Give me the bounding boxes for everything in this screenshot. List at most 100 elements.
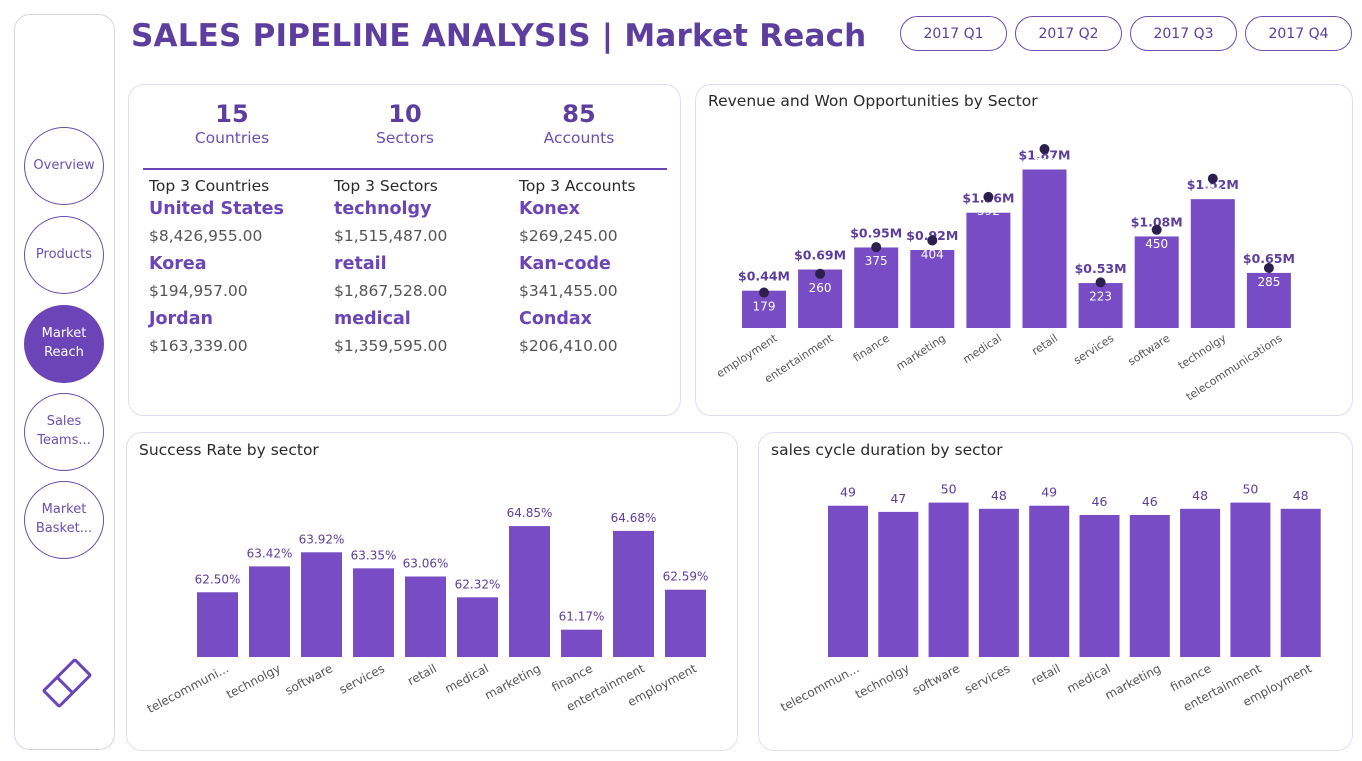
top-heading: Top 3 Sectors: [334, 177, 438, 195]
top-item-value: $8,426,955.00: [149, 227, 263, 245]
success-rate-chart: 62.50% telecommuni... 63.42% technolgy 63.92…: [145, 506, 709, 716]
chart-title: Revenue and Won Opportunities by Sector: [708, 92, 1038, 110]
success-rate-bar: [301, 552, 342, 657]
top-item-value: $269,245.00: [519, 227, 618, 245]
chart-title: sales cycle duration by sector: [771, 441, 1003, 459]
top-item-value: $1,867,528.00: [334, 282, 448, 300]
x-tick-label: technolgy: [853, 661, 912, 701]
nav-label: Market Basket...: [35, 502, 93, 536]
x-tick-label: services: [962, 661, 1012, 696]
top-item-value: $341,455.00: [519, 282, 618, 300]
nav-market-reach-button[interactable]: Market Reach: [24, 305, 104, 383]
kpi-label: Countries: [194, 129, 270, 148]
kpi-accounts: 85 Accounts: [494, 100, 664, 148]
cycle-duration-bar: [1079, 514, 1120, 657]
top-item-value: $163,339.00: [149, 337, 248, 355]
quarter-q1-button[interactable]: 2017 Q1: [900, 16, 1007, 51]
success-rate-bar: [457, 597, 498, 657]
x-tick-label: finance: [851, 331, 892, 364]
success-rate-data-label: 62.50%: [195, 572, 241, 586]
success-rate-data-label: 61.17%: [559, 610, 605, 624]
cycle-data-label: 50: [1242, 482, 1258, 497]
won-data-label: 799: [1033, 156, 1056, 170]
won-data-label: 223: [1089, 289, 1112, 303]
cycle-data-label: 47: [890, 491, 906, 506]
success-rate-bar: [613, 530, 654, 657]
nav-label: Products: [35, 246, 93, 262]
x-tick-label: telecommun...: [778, 661, 861, 714]
kpi-value: 85: [562, 100, 596, 128]
nav-sales-teams-button[interactable]: Sales Teams...: [24, 393, 104, 471]
quarter-q4-button[interactable]: 2017 Q4: [1245, 16, 1352, 51]
cycle-data-label: 49: [1041, 485, 1057, 500]
top-item-name: Kan-code: [519, 254, 611, 274]
top-item-value: $1,359,595.00: [334, 337, 448, 355]
cycle-duration-bar: [1029, 505, 1070, 657]
won-opportunities-point: [1263, 263, 1274, 274]
nav-products-button[interactable]: Products: [24, 216, 104, 294]
won-data-label: 179: [753, 300, 776, 314]
quarter-q3-button[interactable]: 2017 Q3: [1130, 16, 1237, 51]
revenue-bar: [966, 212, 1011, 328]
quarter-q2-button[interactable]: 2017 Q2: [1015, 16, 1122, 51]
revenue-data-label: $1.52M: [1187, 177, 1239, 192]
won-data-label: 375: [865, 254, 888, 268]
success-rate-bar: [561, 629, 602, 657]
revenue-data-label: $0.69M: [794, 248, 846, 263]
won-opportunities-point: [815, 268, 826, 279]
top-item-name: United States: [149, 199, 284, 219]
top-sectors: Top 3 Sectors technolgy $1,515,487.00 re…: [334, 177, 514, 364]
success-rate-data-label: 64.85%: [507, 506, 553, 520]
x-tick-label: retail: [1029, 332, 1060, 358]
nav-overview-button[interactable]: Overview: [24, 127, 104, 205]
revenue-bar: [798, 269, 843, 328]
cycle-duration-bar: [1280, 508, 1321, 657]
top-item-name: Jordan: [149, 309, 213, 329]
kpi-value: 15: [215, 100, 249, 128]
x-tick-label: telecommuni...: [145, 661, 231, 716]
revenue-bar: [1078, 283, 1123, 328]
top-item-name: Condax: [519, 309, 592, 329]
revenue-bar: [854, 247, 899, 328]
success-rate-data-label: 63.92%: [299, 532, 345, 546]
page-title: SALES PIPELINE ANALYSIS | Market Reach: [131, 18, 867, 54]
nav-label: Overview: [33, 157, 95, 173]
won-opportunities-point: [1095, 277, 1106, 288]
revenue-data-label: $0.53M: [1075, 261, 1127, 276]
won-data-label: 671: [1201, 186, 1224, 200]
revenue-bar: [1190, 199, 1235, 328]
won-data-label: 592: [977, 204, 1000, 218]
cycle-data-label: 46: [1092, 494, 1108, 509]
x-tick-label: software: [910, 661, 962, 698]
x-tick-label: technolgy: [224, 661, 283, 701]
revenue-bar: [1022, 169, 1067, 328]
won-data-label: 404: [921, 247, 944, 261]
x-tick-label: marketing: [482, 661, 543, 702]
x-tick-label: software: [283, 661, 335, 698]
won-opportunities-point: [983, 191, 994, 202]
top-item-name: medical: [334, 309, 411, 329]
x-tick-label: services: [1071, 331, 1116, 367]
revenue-bar: [1134, 236, 1179, 328]
top-item-value: $1,515,487.00: [334, 227, 448, 245]
success-rate-data-label: 63.42%: [247, 546, 293, 560]
success-rate-bar: [665, 589, 706, 657]
won-data-label: 260: [809, 281, 832, 295]
nav-market-basket-button[interactable]: Market Basket...: [24, 481, 104, 559]
cycle-data-label: 48: [1293, 488, 1309, 503]
won-data-label: 285: [1257, 275, 1280, 289]
kpi-countries: 15 Countries: [147, 100, 317, 148]
x-tick-label: marketing: [894, 332, 948, 373]
chart-title: Success Rate by sector: [139, 441, 319, 459]
revenue-chart-card: Revenue and Won Opportunities by Sector …: [695, 84, 1353, 416]
eraser-logo-icon[interactable]: [39, 655, 95, 711]
cycle-duration-bar: [1180, 508, 1221, 657]
cycle-duration-bar: [928, 502, 969, 657]
revenue-data-label: $0.65M: [1243, 251, 1295, 266]
kpi-divider: [143, 168, 667, 170]
top-item-value: $194,957.00: [149, 282, 248, 300]
won-opportunities-point: [871, 242, 882, 253]
won-opportunities-point: [759, 287, 769, 298]
won-opportunities-point: [1207, 173, 1218, 184]
